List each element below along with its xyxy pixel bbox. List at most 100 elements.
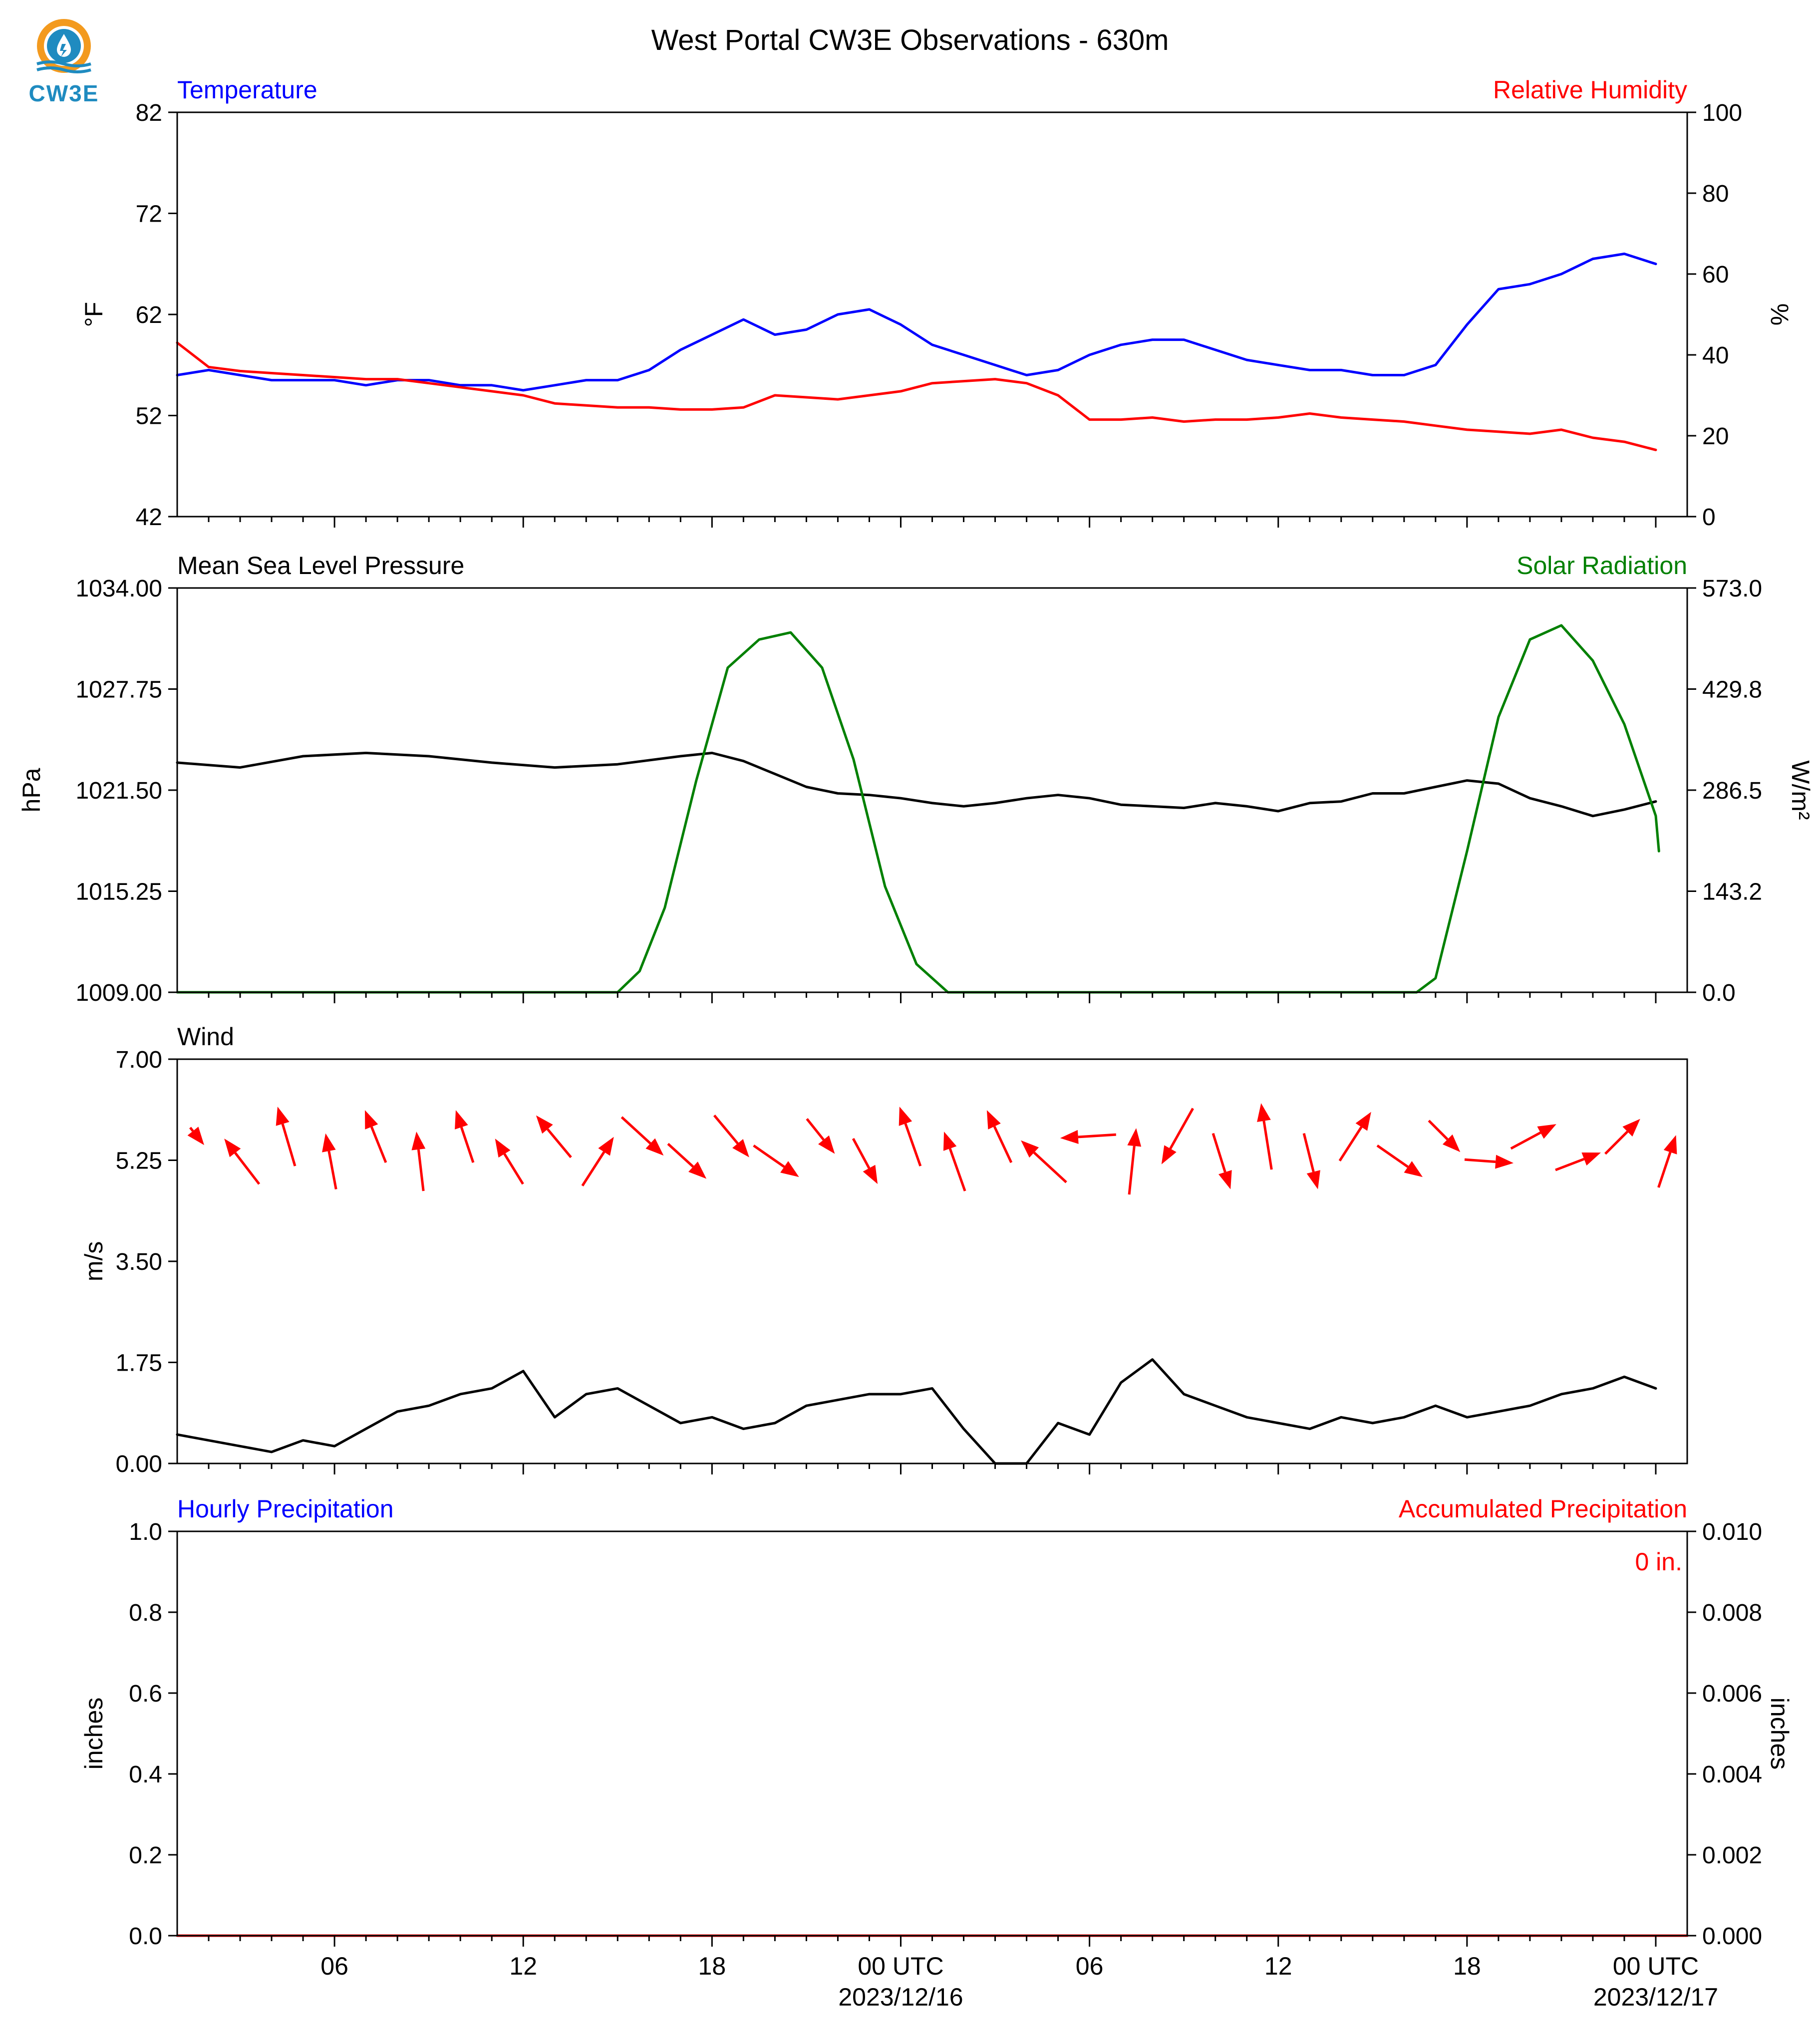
panel-wind: 0.00 1.75 3.50 5.25 7.00 Wind m/s (80, 1023, 1688, 1477)
y-tick-label-right: 0.0 (1702, 980, 1736, 1006)
y-tick-label-right: 573.0 (1702, 576, 1762, 602)
wind-arrow-head (1161, 1145, 1177, 1164)
x-tick-label: 06 (320, 1952, 348, 1980)
panel-title-right: Solar Radiation (1517, 552, 1687, 579)
wind-arrow (276, 1107, 297, 1166)
wind-arrow-head (1060, 1130, 1079, 1144)
x-date-label: 2023/12/17 (1593, 1983, 1718, 2011)
wind-arrow-shaft (753, 1145, 785, 1168)
wind-arrow-head (187, 1127, 204, 1146)
wind-arrow-shaft (1510, 1131, 1541, 1150)
cw3e-logo-mark (36, 19, 91, 73)
wind-arrow (620, 1116, 664, 1156)
wind-arrow-head (1127, 1128, 1142, 1147)
wind-arrow-shaft (1169, 1108, 1194, 1150)
wind-arrow (1161, 1108, 1194, 1164)
wind-arrow-shaft (370, 1126, 387, 1163)
panel-frame (176, 1058, 1688, 1464)
x-tick-label: 12 (509, 1952, 537, 1980)
wind-arrow-head (1021, 1140, 1039, 1158)
x-tick-label: 12 (1264, 1952, 1292, 1980)
wind-arrow-shaft (904, 1123, 922, 1166)
y-tick-label: 42 (136, 504, 162, 531)
wind-arrow (1464, 1155, 1514, 1169)
y-tick-label-right: 0.002 (1702, 1842, 1762, 1869)
wind-arrow-head (863, 1164, 878, 1184)
y-axis-label: °F (80, 302, 108, 327)
y-tick-label: 5.25 (116, 1148, 162, 1174)
wind-arrow (187, 1127, 204, 1146)
wind-arrow-head (1622, 1119, 1640, 1137)
wind-arrow-shaft (460, 1127, 475, 1163)
y-tick-label: 0.6 (129, 1681, 162, 1707)
panel-frame (176, 587, 1688, 993)
y-tick-label: 1034.00 (75, 576, 162, 602)
y-axis-label: hPa (17, 768, 45, 812)
y-axis-label-right: W/m² (1787, 760, 1815, 820)
wind-arrow (536, 1115, 572, 1159)
wind-arrow-head (732, 1139, 749, 1158)
x-tick-label: 18 (698, 1952, 726, 1980)
y-tick-label: 0.0 (129, 1923, 162, 1950)
wind-arrow-shaft (327, 1151, 337, 1190)
wind-arrow-head (536, 1115, 553, 1134)
wind-arrow-shaft (1376, 1145, 1409, 1168)
wind-arrow-shaft (806, 1118, 825, 1141)
wind-arrow (411, 1132, 426, 1191)
wind-arrow-shaft (667, 1143, 694, 1168)
wind-arrow-shaft (581, 1151, 606, 1186)
wind-arrow-shaft (1128, 1146, 1136, 1195)
y-tick-label-right: 429.8 (1702, 677, 1762, 703)
wind-arrow (1604, 1119, 1640, 1155)
y-tick-label-right: 80 (1702, 181, 1729, 207)
series-temperature (176, 253, 1657, 392)
wind-arrow-head (322, 1133, 336, 1153)
wind-arrow-head (1581, 1153, 1601, 1166)
wind-arrow-shaft (948, 1148, 966, 1191)
wind-arrow-shaft (1078, 1133, 1116, 1139)
figure-title: West Portal CW3E Observations - 630m (651, 24, 1169, 56)
y-tick-label: 1015.25 (75, 879, 162, 905)
wind-arrow (224, 1139, 261, 1185)
wind-arrow (1212, 1133, 1232, 1189)
series-wind-speed (176, 1358, 1657, 1465)
wind-arrow-shaft (1428, 1120, 1449, 1141)
wind-arrow (322, 1133, 337, 1190)
wind-arrow (1555, 1153, 1601, 1171)
wind-arrow-head (943, 1132, 957, 1151)
wind-arrow-head (365, 1110, 378, 1130)
y-tick-label: 1009.00 (75, 980, 162, 1006)
wind-arrow-shaft (234, 1152, 261, 1185)
y-tick-label-right: 20 (1702, 423, 1729, 450)
y-axis-label-right: % (1766, 303, 1794, 325)
panel-title-right: Relative Humidity (1493, 76, 1687, 104)
y-tick-label-right: 0 (1702, 504, 1716, 531)
wind-arrow (581, 1137, 614, 1186)
wind-arrow-shaft (1212, 1133, 1226, 1173)
wind-arrow-head (986, 1110, 1001, 1130)
wind-arrow-shaft (993, 1126, 1013, 1163)
panel-title-left: Mean Sea Level Pressure (177, 552, 464, 579)
wind-arrow-shaft (417, 1149, 425, 1191)
series-relative-humidity (176, 341, 1657, 451)
wind-arrow-shaft (547, 1128, 572, 1159)
wind-arrow-head (1404, 1161, 1423, 1177)
wind-arrow (1338, 1112, 1371, 1161)
y-tick-label: 1.0 (129, 1519, 162, 1545)
wind-arrow-shaft (1555, 1158, 1585, 1171)
series-solar-radiation (176, 624, 1660, 994)
y-axis-label: m/s (80, 1241, 108, 1282)
wind-arrow-head (645, 1138, 664, 1156)
y-tick-label: 82 (136, 100, 162, 126)
wind-arrow-head (1495, 1155, 1514, 1169)
wind-arrow-head (1257, 1103, 1271, 1122)
wind-arrow-head (598, 1137, 614, 1156)
accumulated-total-label: 0 in. (1635, 1548, 1682, 1576)
wind-arrow-head (1442, 1134, 1461, 1153)
wind-arrow (365, 1110, 387, 1163)
wind-arrow (806, 1118, 835, 1154)
y-tick-label-right: 0.006 (1702, 1681, 1762, 1707)
y-tick-label: 1021.50 (75, 778, 162, 804)
wind-arrow-head (1537, 1124, 1556, 1139)
